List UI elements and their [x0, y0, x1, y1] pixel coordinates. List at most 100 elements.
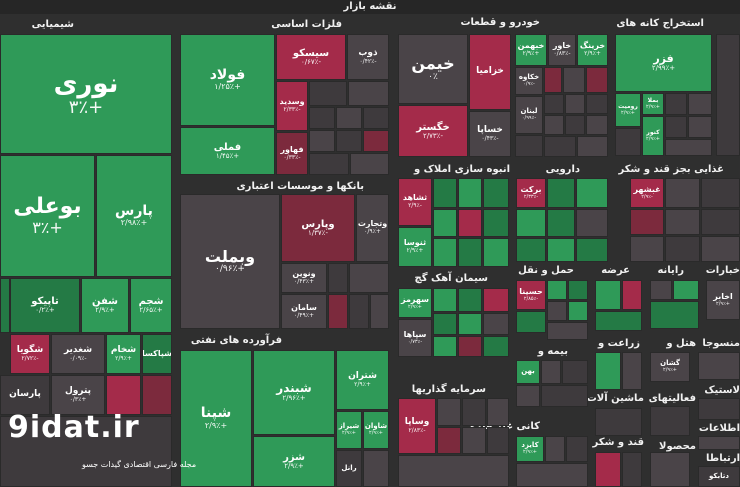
tile-pharma-d[interactable]	[547, 209, 575, 237]
tile-pharma-c[interactable]	[516, 209, 546, 237]
tile-goshan[interactable]: گشان +۲/۹٪	[650, 352, 690, 382]
tile-oil-a[interactable]	[363, 450, 389, 487]
tile-bank-b[interactable]	[349, 263, 389, 293]
tile-offer-a[interactable]	[595, 280, 621, 310]
tile-sotosa[interactable]: ثنوسا +۲/۹٪	[398, 227, 432, 267]
tile-metal-e[interactable]	[363, 107, 389, 129]
tile-cem-g[interactable]	[433, 336, 457, 357]
tile-ghbshahr[interactable]: غبشهر -۲/۹٪	[630, 178, 664, 208]
tile-mining-c[interactable]	[665, 116, 687, 138]
tile-chem-edge[interactable]	[0, 278, 10, 333]
tile-cem-e[interactable]	[458, 313, 482, 335]
tile-mining-b[interactable]	[688, 93, 712, 115]
tile-metal-g[interactable]	[336, 130, 362, 152]
tile-auto-e[interactable]	[544, 94, 564, 114]
tile-cem-d[interactable]	[433, 313, 457, 335]
tile-inv-g[interactable]	[398, 455, 509, 487]
tile-metal-f[interactable]	[309, 130, 335, 152]
tile-pharma-h[interactable]	[576, 238, 608, 262]
tile-felzi[interactable]: فملی +۱/۴۵٪	[180, 127, 275, 175]
tile-sheshahad[interactable]: ثشاهد -۲/۹٪	[398, 178, 432, 226]
tile-saman[interactable]: سامان +۰/۴۹٪	[281, 294, 327, 329]
tile-sugar-a[interactable]	[595, 452, 621, 487]
tile-act-a[interactable]	[650, 406, 690, 436]
tile-fahaver[interactable]: فهاور -۰/۳۳٪	[276, 132, 308, 175]
tile-bahan[interactable]: بهن	[516, 360, 540, 384]
tile-tapiko[interactable]: تاپیکو +۰/۲٪	[10, 278, 80, 333]
tile-mach-a[interactable]	[595, 408, 642, 436]
tile-ins-b[interactable]	[562, 360, 588, 384]
tile-kenor[interactable]: کنور +۲/۹٪	[642, 116, 664, 156]
tile-plas-a[interactable]	[698, 398, 740, 420]
tile-vonvin[interactable]: ونوین +۰/۴۳٪	[281, 263, 327, 293]
tile-sepaha[interactable]: سپاها -۰/۷۳٪	[398, 319, 432, 357]
tile-khakav[interactable]: خکاوه -۰/۹٪	[515, 67, 543, 95]
tile-sheraz[interactable]: شیراز +۲/۹٪	[336, 411, 362, 449]
tile-agri-b[interactable]	[622, 352, 642, 390]
tile-mining-f[interactable]	[665, 139, 712, 156]
tile-food-f[interactable]	[630, 236, 664, 262]
tile-trans-b[interactable]	[568, 280, 588, 300]
tile-shegoya[interactable]: شگویا -۲/۷۲٪	[10, 334, 50, 374]
tile-auto-g[interactable]	[586, 94, 608, 114]
tile-metal-d[interactable]	[336, 107, 362, 129]
tile-fezar[interactable]: فزر +۲/۹۹٪	[615, 34, 712, 92]
tile-bank-c[interactable]	[328, 294, 348, 329]
tile-cem-f[interactable]	[483, 313, 509, 335]
tile-kayed[interactable]: کایزد +۲/۹٪	[516, 436, 544, 462]
tile-cem-h[interactable]	[458, 336, 482, 357]
tile-cem-a[interactable]	[433, 288, 457, 312]
tile-vabmellat[interactable]: وبملت +۰/۹۶٪	[180, 194, 280, 329]
tile-pharma-e[interactable]	[576, 209, 608, 237]
tile-inv-b[interactable]	[462, 398, 486, 426]
tile-sisco[interactable]: سیسکو -۰/۶۷٪	[276, 34, 346, 80]
tile-inv-f[interactable]	[487, 427, 509, 454]
tile-auto-i[interactable]	[565, 115, 585, 135]
tile-inv-d[interactable]	[437, 427, 461, 454]
tile-mining-a[interactable]	[665, 93, 687, 115]
tile-dasatkao[interactable]: دتابکو	[698, 466, 740, 487]
tile-lebanan[interactable]: لبنان -۰/۹۹٪	[515, 96, 543, 134]
tile-auto-l[interactable]	[577, 136, 608, 157]
tile-khemin[interactable]: خیمن ۰٪	[398, 34, 468, 104]
tile-auto-b[interactable]	[544, 67, 562, 93]
tile-const-a[interactable]	[433, 178, 457, 208]
tile-chem-small2[interactable]	[142, 375, 172, 415]
tile-vtejarat[interactable]: وتجارت +۰/۹٪	[356, 194, 389, 262]
tile-const-c[interactable]	[483, 178, 509, 208]
tile-khazamia[interactable]: خزامیا	[469, 34, 511, 110]
tile-const-g[interactable]	[433, 238, 457, 267]
tile-trans-e[interactable]	[516, 311, 546, 333]
tile-ins-d[interactable]	[541, 385, 588, 407]
tile-shavan[interactable]: شاوان +۲/۹٪	[363, 411, 389, 449]
tile-info-a[interactable]	[698, 436, 740, 450]
tile-inv-c[interactable]	[487, 398, 509, 426]
tile-const-d[interactable]	[433, 209, 457, 237]
tile-vasapa[interactable]: وساپا -۲/۸۳٪	[398, 398, 436, 454]
tile-food-e[interactable]	[701, 209, 740, 235]
tile-prod-a[interactable]	[650, 452, 690, 487]
tile-metal-a[interactable]	[309, 81, 347, 106]
tile-const-b[interactable]	[458, 178, 482, 208]
tile-noori[interactable]: نوری +۳٪	[0, 34, 172, 154]
tile-bank-d[interactable]	[349, 294, 369, 329]
tile-food-d[interactable]	[665, 209, 700, 235]
tile-shebandar[interactable]: شبندر +۲/۹۶٪	[253, 350, 335, 435]
tile-zob[interactable]: ذوب -۰/۴۲٪	[347, 34, 389, 80]
tile-mining-g[interactable]	[716, 34, 740, 156]
tile-comp-b[interactable]	[673, 280, 699, 300]
tile-shizar[interactable]: شزر +۲/۹٪	[253, 436, 335, 487]
tile-inv-e[interactable]	[462, 427, 486, 454]
tile-metal-i[interactable]	[309, 153, 349, 175]
tile-trans-c[interactable]	[547, 301, 567, 321]
tile-text-a[interactable]	[698, 352, 740, 380]
tile-cem-c[interactable]	[483, 288, 509, 312]
tile-bemla[interactable]: بملا +۲/۹٪	[642, 93, 664, 115]
tile-shepna[interactable]: شپنا +۲/۹٪	[180, 350, 252, 487]
tile-metal-h[interactable]	[363, 130, 389, 152]
tile-nm-c[interactable]	[516, 463, 588, 487]
tile-shefan[interactable]: شفن +۲/۹٪	[81, 278, 129, 333]
tile-auto-f[interactable]	[565, 94, 585, 114]
tile-auto-c[interactable]	[563, 67, 585, 93]
tile-ins-c[interactable]	[516, 385, 540, 407]
